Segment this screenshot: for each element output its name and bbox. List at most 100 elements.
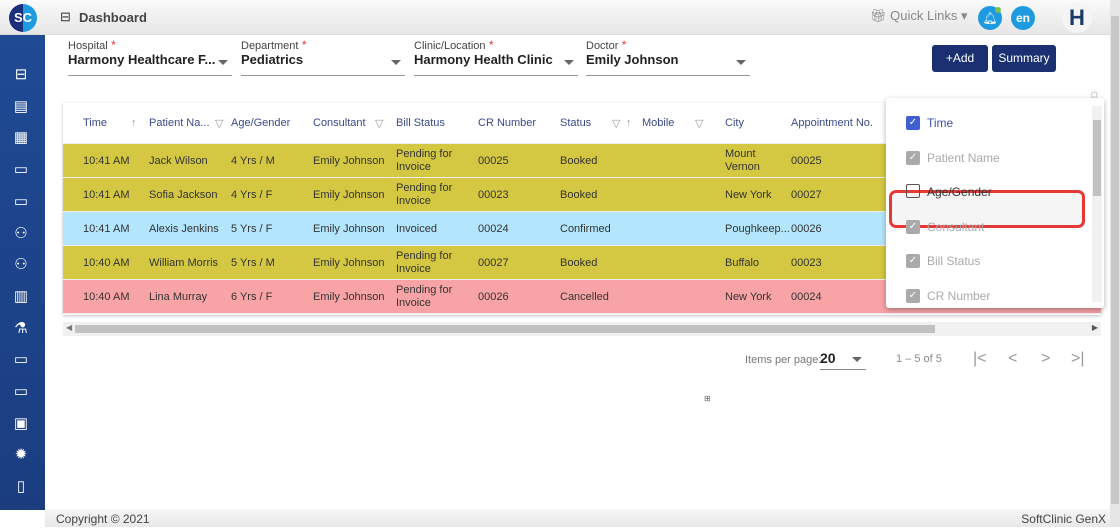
user-avatar[interactable]: H: [1062, 3, 1092, 33]
sort-up-icon[interactable]: ↑: [626, 117, 632, 129]
cell-bill: Pending for Invoice: [396, 284, 453, 309]
flask-icon[interactable]: ⚗: [14, 319, 28, 337]
checkbox-checked-icon[interactable]: ✓: [906, 254, 920, 269]
required-mark: *: [301, 38, 307, 52]
copyright: Copyright © 2021: [56, 512, 150, 526]
column-header[interactable]: Consultant: [313, 117, 366, 129]
checkbox-checked-icon[interactable]: ✓: [906, 289, 920, 303]
column-header[interactable]: Time: [83, 117, 108, 129]
column-header[interactable]: Patient Na...: [149, 117, 210, 129]
cell-cr: 00023: [478, 189, 509, 201]
doctor-select[interactable]: Doctor * Emily Johnson: [586, 38, 750, 76]
checkbox-icon[interactable]: [906, 184, 920, 199]
scrollbar-thumb[interactable]: [1111, 16, 1119, 504]
items-per-page-select[interactable]: 20: [820, 350, 866, 370]
department-label: Department: [241, 40, 299, 52]
prev-page-icon[interactable]: <: [1008, 350, 1018, 367]
column-header[interactable]: Status: [560, 117, 592, 129]
column-option-label: Time: [927, 116, 954, 130]
users-icon[interactable]: ⚇: [14, 224, 28, 242]
last-page-icon[interactable]: >|: [1071, 350, 1085, 367]
cell-time: 10:40 AM: [83, 257, 130, 269]
required-mark: *: [488, 38, 494, 52]
column-header[interactable]: City: [725, 117, 744, 129]
column-header[interactable]: Age/Gender: [231, 117, 291, 129]
cell-consultant: Emily Johnson: [313, 223, 385, 235]
scrollbar-thumb[interactable]: [1093, 120, 1101, 196]
clipboard-icon[interactable]: ▥: [13, 287, 29, 305]
monitor-icon[interactable]: ▭: [13, 383, 29, 400]
doctor-value: Emily Johnson: [586, 52, 679, 67]
cell-cr: 00027: [478, 257, 509, 269]
department-value: Pediatrics: [241, 52, 304, 67]
column-option-label: Age/Gender: [927, 185, 992, 200]
cell-status: Booked: [560, 155, 598, 167]
column-option-label: CR Number: [927, 289, 991, 303]
chevron-down-icon: [852, 357, 862, 362]
column-header[interactable]: Bill Status: [396, 117, 445, 129]
more-icon[interactable]: ∞: [15, 509, 27, 527]
first-page-icon[interactable]: |<: [973, 350, 987, 367]
cell-city: Mount Vernon: [725, 148, 760, 173]
cell-bill: Pending for Invoice: [396, 182, 453, 207]
book-icon[interactable]: ▯: [16, 478, 26, 496]
monitor-icon[interactable]: ▭: [13, 192, 29, 210]
filter-icon[interactable]: ▽: [215, 118, 224, 130]
logo: SC: [9, 4, 37, 32]
column-header[interactable]: CR Number: [478, 117, 537, 129]
scroll-right-icon[interactable]: ▶: [1091, 323, 1098, 332]
hospital-select[interactable]: Hospital * Harmony Healthcare F...: [68, 38, 232, 76]
cell-city: New York: [725, 291, 772, 303]
checkbox-checked-icon[interactable]: ✓: [906, 116, 920, 130]
required-mark: *: [621, 38, 627, 52]
filter-icon[interactable]: ▽: [375, 118, 384, 130]
horizontal-scrollbar[interactable]: ◀ ▶: [63, 322, 1101, 336]
page-scrollbar[interactable]: [1110, 0, 1120, 527]
cell-age: 5 Yrs / M: [231, 257, 275, 269]
briefcase-icon[interactable]: ⊟: [14, 66, 28, 83]
settings-gear-icon[interactable]: ☼: [1088, 85, 1101, 101]
gear-icon[interactable]: ✹: [14, 446, 28, 464]
cell-status: Booked: [560, 257, 598, 269]
cell-appt: 00023: [791, 257, 822, 269]
cell-patient: Alexis Jenkins: [149, 223, 219, 235]
product-name: SoftClinic GenX: [1021, 512, 1106, 526]
items-per-page-label: Items per page:: [745, 354, 822, 366]
page-title: Dashboard: [79, 10, 147, 25]
language-button[interactable]: en: [1011, 6, 1035, 30]
scroll-left-icon[interactable]: ◀: [66, 323, 73, 332]
users-icon[interactable]: ⚇: [14, 256, 28, 274]
checkbox-checked-icon[interactable]: ✓: [906, 219, 920, 234]
next-page-icon[interactable]: >: [1041, 350, 1051, 367]
checkbox-checked-icon[interactable]: ✓: [906, 150, 920, 165]
monitor-icon[interactable]: ▭: [13, 161, 29, 179]
safe-icon[interactable]: ▣: [13, 414, 29, 432]
add-button[interactable]: +Add: [932, 45, 988, 72]
required-mark: *: [111, 38, 116, 52]
notification-bell-icon[interactable]: 🔔︎: [978, 6, 1002, 30]
cell-patient: Lina Murray: [149, 291, 208, 303]
table-header: Time Patient Na... Age/Gender Consultant Bil…: [63, 103, 1101, 144]
cell-city: Buffalo: [725, 257, 760, 269]
panel-scrollbar[interactable]: [1092, 106, 1102, 302]
cell-patient: Sofia Jackson: [149, 189, 218, 201]
cell-bill: Pending for Invoice: [396, 250, 453, 275]
column-header[interactable]: Mobile: [642, 117, 675, 129]
chevron-down-icon: [736, 60, 746, 65]
column-header[interactable]: Appointment No.: [791, 117, 873, 129]
sort-up-icon[interactable]: ↑: [131, 117, 137, 129]
cell-time: 10:41 AM: [83, 223, 130, 235]
summary-button[interactable]: Summary: [992, 45, 1056, 72]
clinic-select[interactable]: Clinic/Location * Harmony Health Clinic: [414, 38, 578, 76]
filter-icon[interactable]: ▽: [695, 118, 704, 130]
calendar-icon[interactable]: ▦: [13, 129, 29, 147]
department-select[interactable]: Department * Pediatrics: [241, 38, 405, 76]
quick-links[interactable]: 🎁︎ Quick Links ▾: [870, 8, 968, 23]
scrollbar-thumb[interactable]: [75, 325, 935, 333]
highlight-box: [889, 190, 1085, 228]
cell-bill: Invoiced: [396, 223, 437, 235]
id-card-icon[interactable]: ▤: [13, 97, 29, 115]
monitor-icon[interactable]: ▭: [13, 351, 29, 369]
filter-icon[interactable]: ▽: [612, 118, 621, 130]
notification-dot: [995, 7, 1001, 13]
